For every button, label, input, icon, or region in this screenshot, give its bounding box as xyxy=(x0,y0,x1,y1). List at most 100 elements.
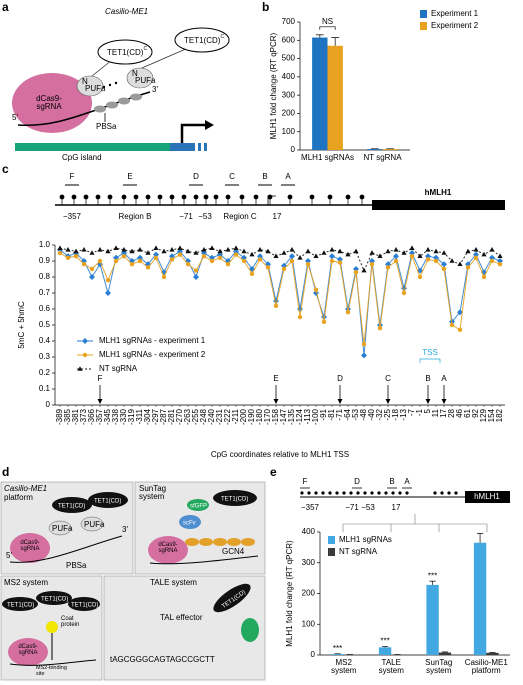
cpg-site xyxy=(59,194,65,200)
gene-label: hMLH1 xyxy=(474,492,500,501)
point xyxy=(361,352,367,359)
cpg-site xyxy=(121,194,127,200)
point xyxy=(393,253,399,260)
x-tick-label: -381 xyxy=(71,408,80,425)
three-prime: 3' xyxy=(152,85,158,94)
x-tick-label: -385 xyxy=(63,408,72,425)
y-axis-label: MLH1 fold change (RT qPCR) xyxy=(269,32,278,139)
point xyxy=(233,252,239,257)
point xyxy=(457,261,463,266)
x-tick-label: -231 xyxy=(215,408,224,425)
point xyxy=(433,258,439,264)
x-tick-label: -180 xyxy=(255,408,264,425)
point xyxy=(321,319,327,324)
annotation: NS xyxy=(322,17,333,26)
panel-label: e xyxy=(270,465,277,479)
cpg-island xyxy=(15,143,170,151)
tale-sequence: tAGCGGGCAGTAGCCGCTT xyxy=(110,655,215,664)
x-tick-label: -40 xyxy=(367,408,376,420)
point xyxy=(417,274,423,280)
point xyxy=(209,245,215,250)
box-title: Casilio-ME1 xyxy=(4,484,47,493)
point xyxy=(249,251,255,257)
scfv-label: scFv xyxy=(183,521,196,527)
y-tick-label: 1.0 xyxy=(39,240,51,249)
pbs xyxy=(94,105,106,113)
y-tick-label: 100 xyxy=(302,619,316,628)
point xyxy=(169,253,175,260)
point xyxy=(433,254,439,261)
dcas9 xyxy=(148,536,188,564)
site-label: E xyxy=(127,172,132,181)
x-tick-label: -211 xyxy=(231,408,240,424)
site-label: D xyxy=(337,374,343,383)
site-label: F xyxy=(98,374,103,383)
gcn4-repeat xyxy=(199,538,213,546)
site-label: F xyxy=(303,477,308,486)
tet1-label: TET1(CD) xyxy=(7,603,34,609)
bar xyxy=(378,647,392,655)
point xyxy=(73,254,79,259)
point xyxy=(489,247,495,252)
coord-label: −53 xyxy=(198,212,212,221)
error-bar xyxy=(429,580,436,585)
point xyxy=(345,310,351,315)
site-label: C xyxy=(385,374,391,383)
tet1-text: TET1(CD) xyxy=(184,36,221,45)
point xyxy=(321,250,327,255)
point xyxy=(105,290,111,296)
point xyxy=(73,248,79,254)
point xyxy=(145,250,151,255)
x-tick-label: -270 xyxy=(175,408,184,425)
box-title: SunTag system xyxy=(139,484,167,502)
point xyxy=(361,267,367,273)
point xyxy=(425,253,431,260)
point xyxy=(97,247,103,252)
legend-label: NT sgRNA xyxy=(339,547,378,556)
point xyxy=(489,258,495,264)
site-arrow-head xyxy=(337,399,343,404)
point xyxy=(297,314,303,320)
point xyxy=(273,303,279,308)
point xyxy=(425,257,431,262)
y-tick-label: 400 xyxy=(302,527,316,536)
point xyxy=(273,253,279,258)
site-label: A xyxy=(441,374,447,383)
point xyxy=(441,250,447,255)
pufa xyxy=(126,67,154,89)
y-axis-label: MLH1 fold change (RT qPCR) xyxy=(285,540,294,647)
point xyxy=(193,274,199,280)
exon xyxy=(204,143,207,151)
cpg-site xyxy=(213,194,219,200)
tet1 xyxy=(36,591,72,605)
point xyxy=(289,247,295,252)
x-tick-label: -297 xyxy=(151,408,160,425)
scfv xyxy=(179,515,201,529)
tet1 xyxy=(68,597,100,611)
coord-label: 17 xyxy=(273,212,282,221)
y-tick-label: 0.1 xyxy=(39,384,51,393)
x-tick-label: -338 xyxy=(111,408,120,425)
dcas9-label: dCas9- sgRNA xyxy=(20,540,40,553)
cpg-site xyxy=(181,194,187,200)
point xyxy=(193,268,199,273)
panel-label: c xyxy=(2,162,9,176)
y-tick-label: 0.4 xyxy=(39,336,51,345)
cpg-site xyxy=(398,491,402,495)
tal-label: TAL effector xyxy=(160,613,203,622)
coord-label: 17 xyxy=(392,503,401,512)
point xyxy=(465,248,471,254)
tss-label: TSS xyxy=(422,348,438,357)
x-tick-label: -263 xyxy=(183,408,192,425)
point xyxy=(305,248,311,254)
region-label: Region C xyxy=(223,212,257,221)
point xyxy=(297,306,303,312)
point xyxy=(257,247,263,252)
x-tick-label: -319 xyxy=(127,408,136,425)
point xyxy=(81,247,87,252)
x-tick-label: -81 xyxy=(327,408,336,420)
point xyxy=(481,251,487,257)
coord-label: −71 xyxy=(179,212,193,221)
point xyxy=(385,265,391,270)
